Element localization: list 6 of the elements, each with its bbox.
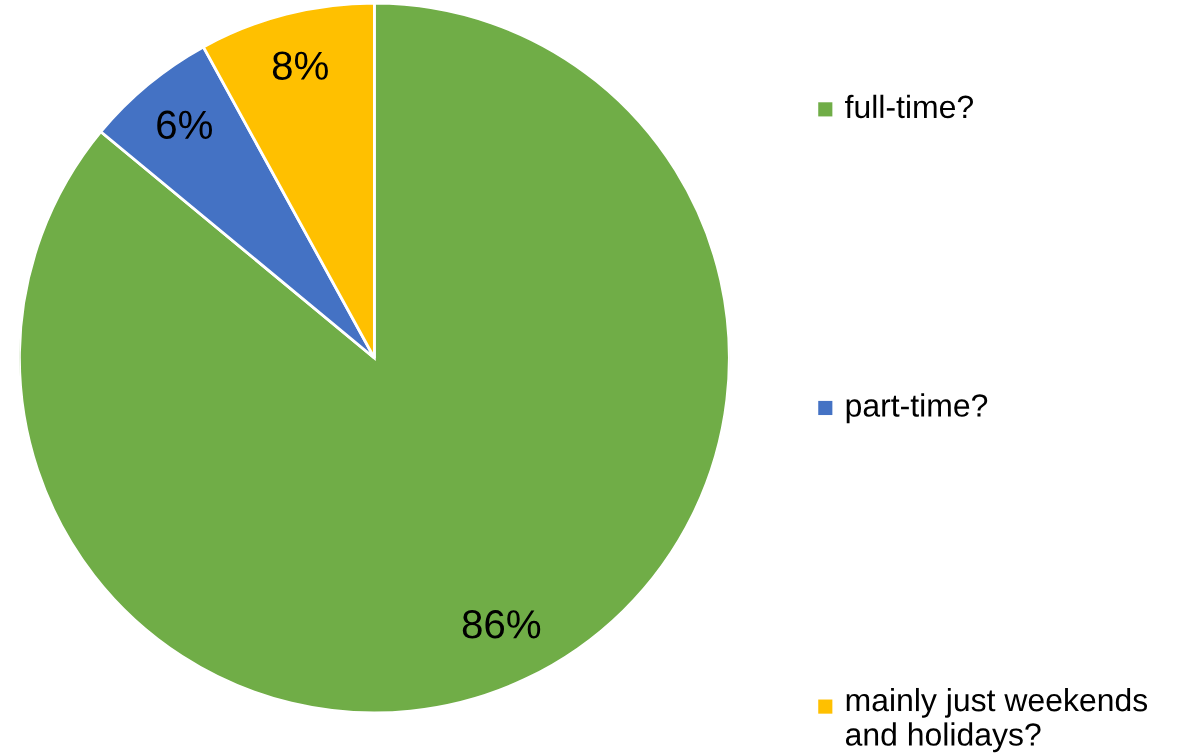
legend-label: part-time? xyxy=(846,393,988,424)
data-label: 6% xyxy=(157,110,212,140)
legend-label: mainly just weekends and holidays? xyxy=(845,687,1148,753)
data-label: 86% xyxy=(462,610,541,639)
legend-label: full-time? xyxy=(845,94,973,119)
data-label: 8% xyxy=(272,51,328,80)
